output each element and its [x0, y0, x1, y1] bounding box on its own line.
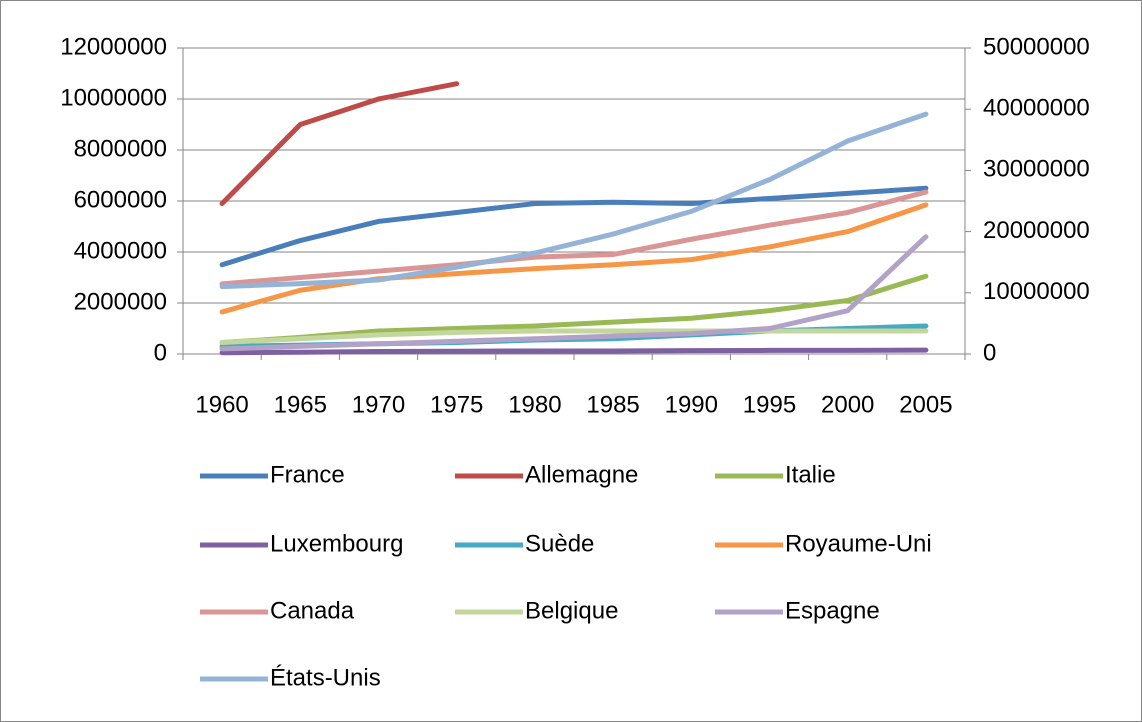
legend-label: Allemagne — [525, 461, 638, 488]
legend-label: Italie — [785, 461, 836, 488]
legend-label: États-Unis — [270, 664, 381, 691]
y-tick-label: 10000000 — [60, 84, 167, 111]
legend-label: Suède — [525, 530, 594, 557]
x-tick-label: 1970 — [352, 391, 405, 418]
series-line — [219, 347, 929, 356]
y-tick-label: 0 — [154, 339, 167, 366]
y2-tick-label: 50000000 — [983, 33, 1090, 60]
series-line — [219, 328, 929, 346]
series-line — [219, 202, 929, 315]
series-line — [219, 81, 460, 207]
x-tick-label: 1975 — [430, 391, 483, 418]
legend-label: Belgique — [525, 597, 618, 624]
y-tick-label: 2000000 — [74, 288, 167, 315]
legend-label: Luxembourg — [270, 530, 403, 557]
series-line — [219, 111, 929, 290]
x-tick-label: 1985 — [586, 391, 639, 418]
x-tick-label: 1980 — [508, 391, 561, 418]
y-tick-label: 6000000 — [74, 186, 167, 213]
x-tick-label: 1960 — [195, 391, 248, 418]
series-line — [219, 185, 929, 268]
y2-tick-label: 30000000 — [983, 156, 1090, 183]
y2-tick-label: 0 — [983, 339, 996, 366]
y-tick-label: 4000000 — [74, 237, 167, 264]
y2-tick-label: 10000000 — [983, 278, 1090, 305]
series-line — [219, 234, 929, 352]
x-tick-label: 1995 — [743, 391, 796, 418]
x-tick-label: 2005 — [899, 391, 952, 418]
series-line — [219, 273, 929, 346]
y-tick-label: 8000000 — [74, 135, 167, 162]
x-tick-label: 1965 — [274, 391, 327, 418]
y-tick-label: 12000000 — [60, 33, 167, 60]
y2-tick-label: 40000000 — [983, 95, 1090, 122]
x-tick-label: 1990 — [665, 391, 718, 418]
series-line — [219, 189, 929, 287]
x-tick-label: 2000 — [821, 391, 874, 418]
y2-tick-label: 20000000 — [983, 217, 1090, 244]
legend-label: Espagne — [785, 597, 880, 624]
legend-label: France — [270, 461, 345, 488]
legend-label: Royaume-Uni — [785, 530, 932, 557]
legend-label: Canada — [270, 597, 355, 624]
